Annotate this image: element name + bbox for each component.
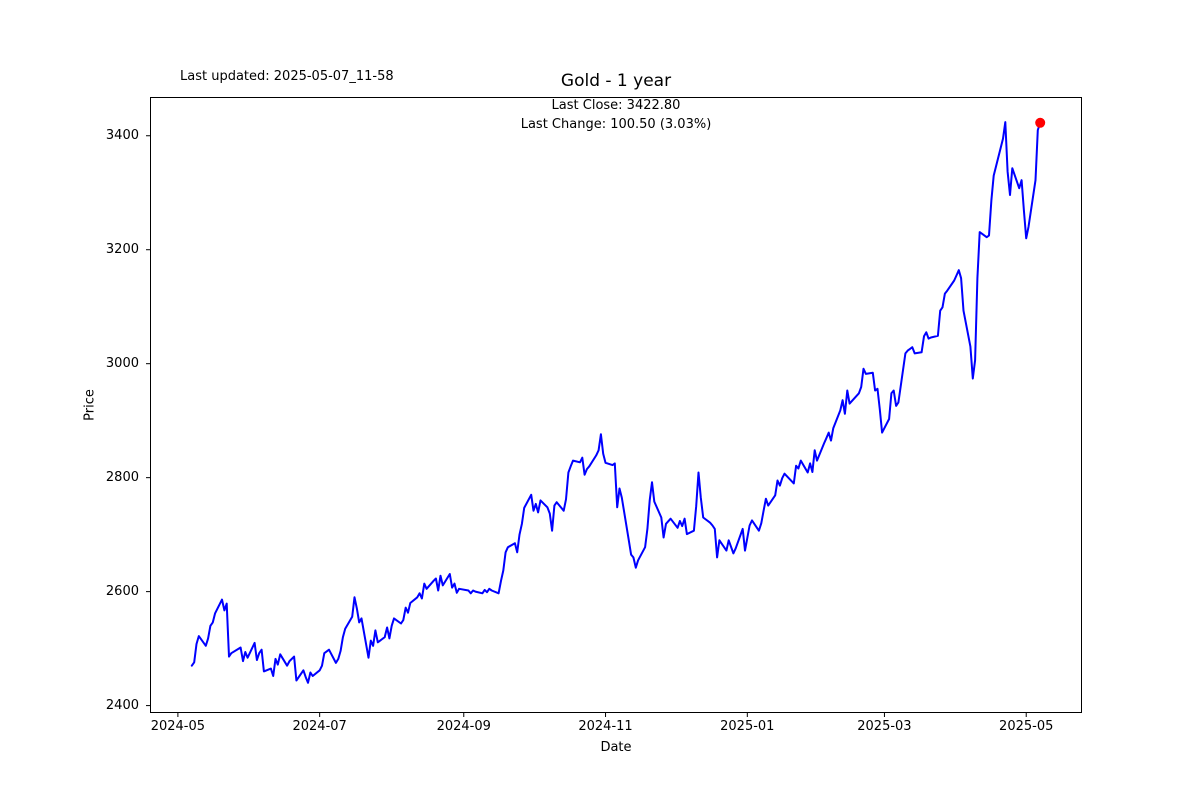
y-tick-label: 3400 <box>105 127 139 143</box>
axes-spines <box>150 97 1082 713</box>
x-tick-label: 2024-09 <box>436 719 491 734</box>
x-tick-label: 2025-03 <box>857 719 912 734</box>
y-tick-label: 2800 <box>105 469 139 485</box>
plot-area <box>146 97 1082 717</box>
last-change-line: Last Change: 100.50 (3.03%) <box>520 117 712 132</box>
last-price-marker <box>1035 117 1046 128</box>
last-close-line: Last Close: 3422.80 <box>551 98 681 113</box>
x-tick-label: 2024-05 <box>150 719 206 734</box>
price-line <box>190 121 1042 684</box>
chart-title: Gold - 1 year <box>560 71 672 91</box>
x-tick-label: 2024-07 <box>292 719 347 734</box>
y-axis-label: Price <box>82 389 98 421</box>
x-axis-label: Date <box>600 740 632 755</box>
last-updated-text: Last updated: 2025-05-07_11-58 <box>180 69 394 84</box>
plot-svg <box>146 97 1082 717</box>
y-tick-label: 2600 <box>105 583 139 599</box>
y-tick-label: 2400 <box>105 697 139 713</box>
x-tick-label: 2025-05 <box>999 719 1054 734</box>
x-tick-label: 2024-11 <box>578 719 633 734</box>
y-tick-label: 3000 <box>105 355 139 371</box>
y-tick-label: 3200 <box>105 241 139 257</box>
last-close-annotation: Last Close: 3422.80 Last Change: 100.50 … <box>150 96 1082 134</box>
x-tick-label: 2025-01 <box>720 719 775 734</box>
